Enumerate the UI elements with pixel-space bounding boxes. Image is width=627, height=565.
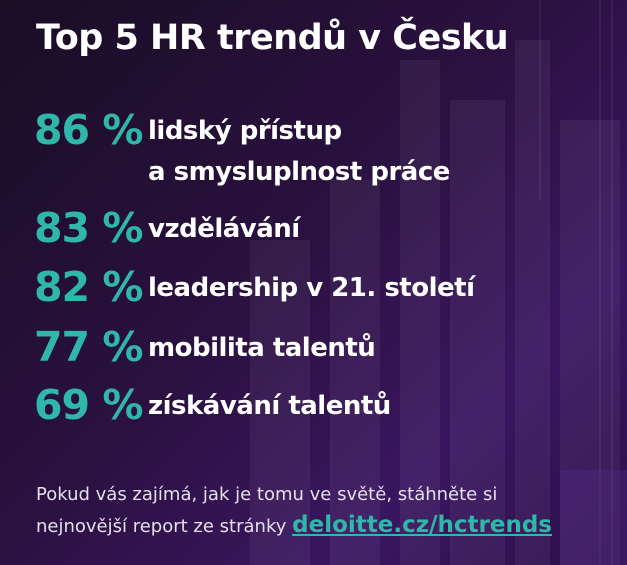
percent: 83 % <box>34 204 143 252</box>
trend-label: a smysluplnost práce <box>148 157 450 187</box>
trend-label: lidský přístup <box>148 116 342 146</box>
footer-text: nejnovější report ze stránky <box>36 516 287 537</box>
footer-text: Pokud vás zajímá, jak je tomu ve světě, … <box>36 484 498 505</box>
percent: 77 % <box>34 323 143 371</box>
percent: 86 % <box>34 106 143 154</box>
trend-label: leadership v 21. století <box>148 273 475 303</box>
footer-text: nejnovější report ze stránky deloitte.cz… <box>36 512 552 538</box>
percent: 82 % <box>34 263 143 311</box>
trend-label: vzdělávání <box>148 214 300 244</box>
trend-label: mobilita talentů <box>148 333 376 363</box>
trend-label: získávání talentů <box>148 391 391 421</box>
title: Top 5 HR trendů v Česku <box>36 18 509 58</box>
percent: 69 % <box>34 381 143 429</box>
link[interactable]: deloitte.cz/hctrends <box>292 512 552 538</box>
